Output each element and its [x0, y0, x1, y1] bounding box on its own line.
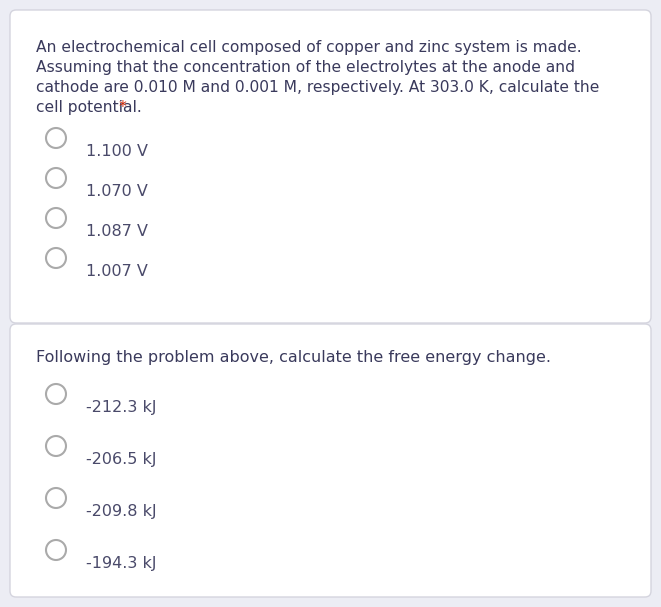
Ellipse shape: [46, 168, 66, 188]
Text: -194.3 kJ: -194.3 kJ: [86, 556, 157, 571]
Text: cell potential.: cell potential.: [36, 100, 141, 115]
Text: Following the problem above, calculate the free energy change.: Following the problem above, calculate t…: [36, 350, 551, 365]
Ellipse shape: [46, 208, 66, 228]
Ellipse shape: [46, 488, 66, 508]
Text: 1.087 V: 1.087 V: [86, 224, 148, 239]
Text: *: *: [118, 100, 126, 115]
Ellipse shape: [46, 384, 66, 404]
Text: -209.8 kJ: -209.8 kJ: [86, 504, 157, 519]
Text: -206.5 kJ: -206.5 kJ: [86, 452, 157, 467]
Ellipse shape: [46, 128, 66, 148]
Text: Assuming that the concentration of the electrolytes at the anode and: Assuming that the concentration of the e…: [36, 60, 575, 75]
FancyBboxPatch shape: [10, 10, 651, 323]
Ellipse shape: [46, 248, 66, 268]
Text: cathode are 0.010 M and 0.001 M, respectively. At 303.0 K, calculate the: cathode are 0.010 M and 0.001 M, respect…: [36, 80, 600, 95]
Text: An electrochemical cell composed of copper and zinc system is made.: An electrochemical cell composed of copp…: [36, 40, 582, 55]
Text: 1.007 V: 1.007 V: [86, 264, 148, 279]
Text: 1.100 V: 1.100 V: [86, 144, 148, 159]
Text: 1.070 V: 1.070 V: [86, 184, 148, 199]
FancyBboxPatch shape: [10, 324, 651, 597]
Ellipse shape: [46, 436, 66, 456]
Ellipse shape: [46, 540, 66, 560]
Text: -212.3 kJ: -212.3 kJ: [86, 400, 157, 415]
